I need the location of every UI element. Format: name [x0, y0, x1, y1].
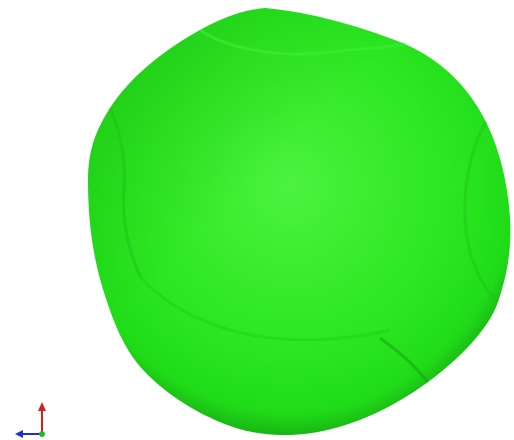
- blob-shading: [88, 8, 511, 436]
- facet-edge: [199, 28, 406, 56]
- axes-triad-icon: [15, 402, 46, 438]
- facet-edge: [108, 107, 142, 277]
- facet-edge: [379, 336, 430, 383]
- facet-edge: [463, 121, 500, 304]
- facet-edge: [138, 275, 391, 342]
